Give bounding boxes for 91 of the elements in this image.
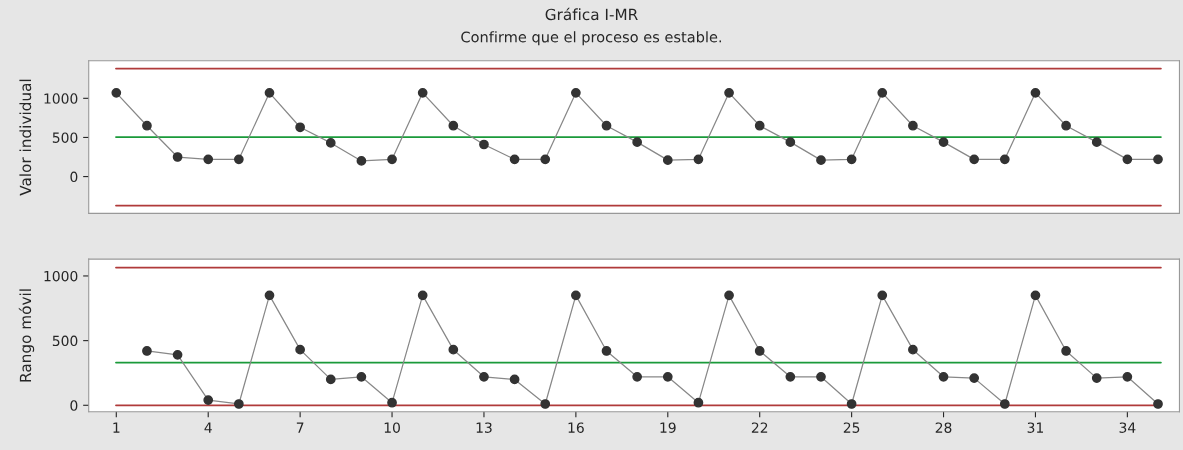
- point: [387, 154, 397, 165]
- point: [724, 290, 734, 301]
- point: [1091, 137, 1102, 148]
- x-tick-label: 22: [751, 422, 768, 433]
- point: [601, 120, 612, 131]
- x-tick-label: 34: [1119, 422, 1136, 433]
- x-tick-label: 4: [204, 422, 212, 433]
- point: [417, 290, 428, 301]
- point: [632, 137, 643, 148]
- point: [1153, 399, 1163, 409]
- point: [142, 120, 152, 131]
- point: [816, 155, 826, 166]
- x-tick-label: 31: [1027, 422, 1043, 433]
- point: [356, 156, 367, 166]
- point: [325, 138, 336, 148]
- point: [571, 290, 581, 301]
- x-tick-label: 19: [660, 422, 676, 433]
- y-tick-label: 1000: [44, 270, 78, 282]
- point: [479, 371, 489, 382]
- point: [908, 120, 918, 131]
- point: [816, 371, 826, 382]
- point: [754, 120, 765, 131]
- x-tick-label: 13: [476, 422, 492, 433]
- point: [999, 399, 1010, 409]
- point: [969, 154, 980, 165]
- point: [1091, 373, 1102, 383]
- point: [938, 137, 949, 148]
- point: [540, 154, 551, 165]
- point: [479, 139, 489, 150]
- point: [540, 399, 551, 409]
- point: [509, 374, 520, 385]
- y-tick-label: 1000: [44, 93, 78, 104]
- y-tick-label: 500: [52, 132, 78, 143]
- y-tick-label: 500: [52, 335, 78, 347]
- y-axis-title: Valor individual: [19, 79, 32, 196]
- point: [233, 399, 244, 409]
- point: [295, 344, 305, 355]
- point: [172, 152, 183, 162]
- point: [264, 290, 275, 301]
- x-tick-label: 7: [296, 422, 304, 433]
- point: [693, 397, 704, 408]
- x-tick-label: 1: [113, 422, 120, 433]
- point: [325, 374, 336, 385]
- point: [1122, 371, 1133, 382]
- point: [295, 122, 305, 133]
- y-tick-label: 0: [70, 400, 78, 411]
- y-tick-label: 0: [70, 171, 78, 183]
- point: [877, 87, 888, 98]
- point: [693, 154, 704, 165]
- point: [233, 154, 244, 165]
- point: [172, 349, 183, 360]
- point: [1061, 346, 1071, 356]
- x-tick-label: 25: [843, 422, 860, 433]
- point: [785, 137, 796, 148]
- point: [1122, 154, 1133, 165]
- point: [662, 371, 673, 382]
- point: [203, 154, 214, 165]
- point: [142, 346, 152, 356]
- point: [877, 290, 888, 301]
- point: [938, 371, 949, 382]
- chart-subtitle: Confirme que el proceso es estable.: [461, 31, 722, 46]
- point: [448, 344, 459, 355]
- point: [417, 87, 428, 98]
- point: [724, 87, 734, 98]
- chart-title: Gráfica I-MR: [545, 7, 638, 21]
- point: [1030, 87, 1041, 98]
- point: [601, 346, 612, 356]
- point: [1030, 290, 1041, 301]
- point: [387, 397, 397, 408]
- point: [754, 346, 765, 356]
- point: [356, 371, 367, 382]
- x-tick-label: 16: [568, 422, 584, 433]
- point: [264, 87, 275, 98]
- point: [785, 371, 796, 382]
- point: [908, 344, 918, 355]
- point: [969, 373, 980, 383]
- point: [509, 154, 520, 165]
- point: [846, 399, 857, 409]
- x-tick-label: 10: [384, 422, 400, 433]
- point: [448, 120, 459, 131]
- point: [203, 395, 214, 405]
- point: [846, 154, 857, 165]
- point: [662, 155, 673, 166]
- point: [571, 87, 581, 98]
- point: [111, 87, 122, 98]
- point: [632, 371, 643, 382]
- point: [1153, 154, 1163, 165]
- x-tick-label: 28: [935, 422, 952, 433]
- point: [1061, 120, 1071, 131]
- y-axis-title: Rango móvil: [18, 289, 35, 382]
- point: [999, 154, 1010, 165]
